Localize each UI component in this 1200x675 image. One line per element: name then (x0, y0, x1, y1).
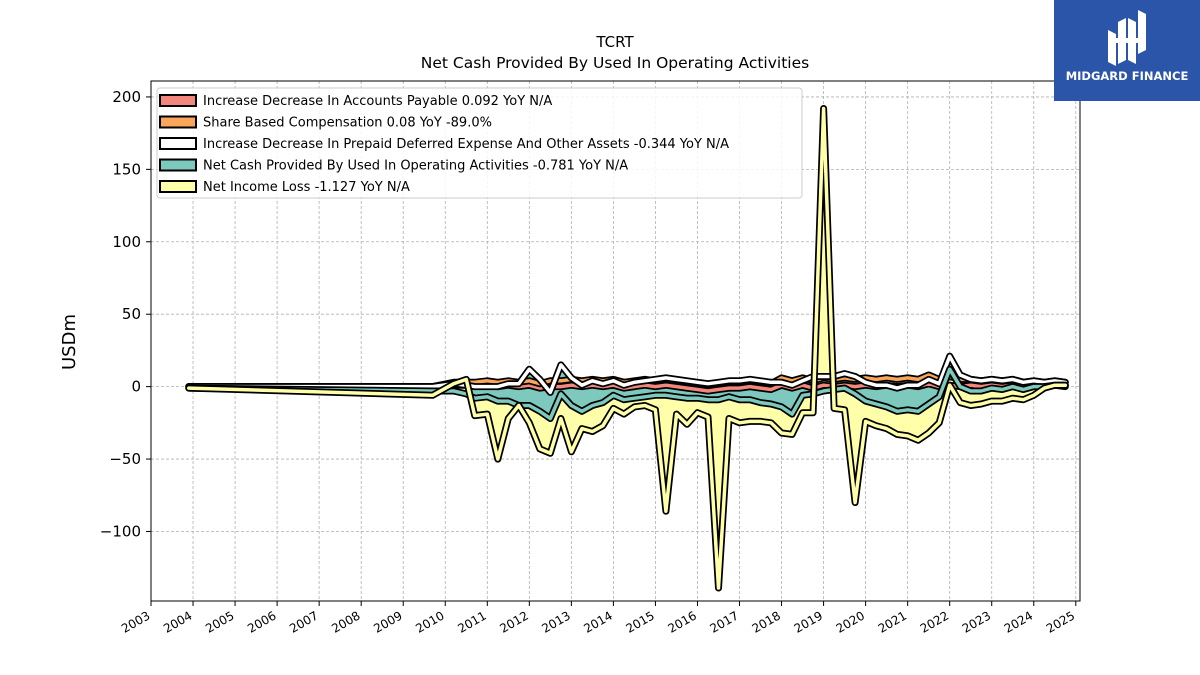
x-tick-label: 2020 (834, 608, 867, 635)
legend-box (156, 87, 803, 199)
x-tick-label: 2014 (581, 608, 614, 635)
legend-label: Net Income Loss -1.127 YoY N/A (203, 180, 410, 195)
x-tick-label: 2009 (371, 608, 404, 635)
chart-subtitle: Net Cash Provided By Used In Operating A… (421, 54, 809, 72)
x-tick-label: 2019 (792, 608, 825, 635)
y-tick-label: 200 (112, 88, 141, 106)
legend-label: Share Based Compensation 0.08 YoY -89.0% (203, 116, 492, 131)
legend-label: Net Cash Provided By Used In Operating A… (203, 159, 628, 174)
series-line-4 (187, 367, 1068, 421)
plot-frame (150, 80, 1081, 602)
x-tick-label: 2008 (329, 608, 362, 635)
legend-swatch (159, 158, 197, 172)
x-tick-label: 2015 (623, 608, 656, 635)
legend-swatch (159, 115, 197, 129)
x-tick-label: 2005 (203, 608, 236, 635)
x-tick-label: 2003 (119, 608, 152, 635)
x-tick-label: 2025 (1044, 608, 1077, 635)
series-line-3 (187, 354, 1068, 395)
legend-label: Increase Decrease In Prepaid Deferred Ex… (203, 137, 729, 152)
brand-logo: MIDGARD FINANCE (1054, 0, 1200, 101)
brand-name: MIDGARD FINANCE (1065, 69, 1189, 83)
legend-swatch (159, 137, 197, 150)
legend-label: Increase Decrease In Accounts Payable 0.… (203, 94, 552, 109)
x-tick-label: 2016 (666, 608, 699, 635)
y-tick-label: −50 (109, 450, 141, 468)
x-tick-label: 2022 (918, 608, 951, 635)
y-tick-label: 150 (112, 160, 141, 178)
x-tick-label: 2018 (750, 608, 783, 635)
x-tick-label: 2010 (413, 608, 446, 635)
x-tick-label: 2004 (161, 608, 194, 635)
x-tick-label: 2023 (960, 608, 993, 635)
x-tick-label: 2013 (539, 608, 572, 635)
x-tick-label: 2021 (876, 608, 909, 635)
legend-swatch (159, 94, 197, 107)
x-tick-label: 2012 (497, 608, 530, 635)
y-tick-label: 50 (122, 305, 141, 323)
x-tick-label: 2024 (1002, 608, 1035, 635)
x-tick-label: 2017 (708, 608, 741, 635)
series-line-5 (187, 106, 1068, 590)
y-tick-label: 0 (131, 378, 141, 396)
chart-title: TCRT (595, 33, 634, 51)
brand-logo-icon (1108, 10, 1146, 66)
y-tick-label: −100 (100, 522, 141, 540)
x-tick-label: 2006 (245, 608, 278, 635)
y-tick-label: 100 (112, 233, 141, 251)
x-tick-label: 2007 (287, 608, 320, 635)
x-tick-label: 2011 (455, 608, 488, 635)
legend-swatch (159, 180, 197, 193)
plot-area: 200 150 100 50 0 −50 −100 2003 2004 2005 2006 2007 2… (100, 80, 1081, 636)
y-axis-label: USDm (59, 314, 80, 370)
